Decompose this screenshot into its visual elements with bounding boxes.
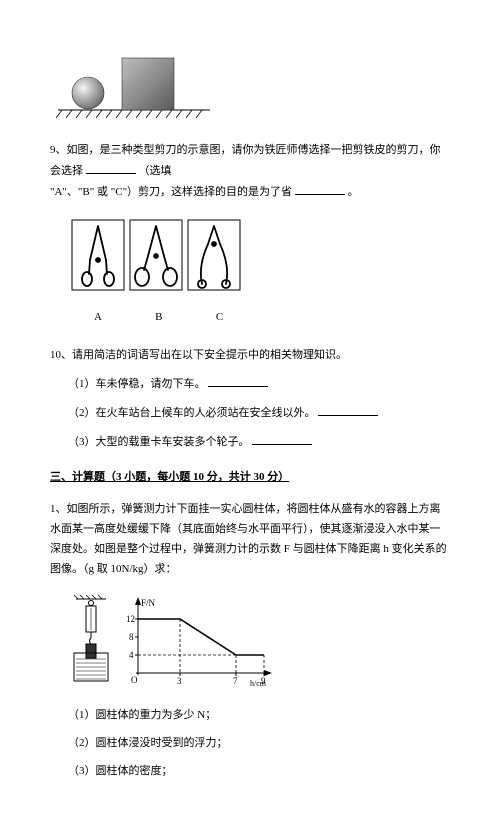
- ytick-8: 8: [129, 632, 134, 642]
- p1-text: 1、如图所示，弹簧测力计下面挂一实心圆柱体，将圆柱体从盛有水的容器上方离水面某一…: [50, 503, 447, 574]
- q10-blank-1: [208, 374, 268, 387]
- x-axis-label: h/cm: [250, 679, 267, 688]
- question-9: 9、如图，是三种类型剪刀的示意图，请你为铁匠师傅选择一把剪铁皮的剪刀，你会选择 …: [50, 141, 450, 202]
- p1-s3: （3）圆柱体的密度；: [68, 762, 450, 782]
- q9-blank-1: [86, 161, 136, 174]
- chart: F/N 12 8 4 O 3 7 9 h/cm: [126, 597, 272, 688]
- scissors-figure: A B C: [68, 216, 450, 328]
- origin-label: O: [131, 675, 138, 685]
- sphere-cube-svg: [50, 48, 220, 123]
- label-c: C: [194, 308, 246, 328]
- spring-apparatus: [74, 595, 108, 681]
- q10-s2: （2）在火车站台上候车的人必须站在安全线以外。: [68, 403, 450, 424]
- q10-s3: （3）大型的载重卡车安装多个轮子。: [68, 432, 450, 453]
- q9-text-b: （选填: [139, 165, 172, 177]
- sphere-cube-figure: [50, 48, 450, 123]
- spring-chart-svg: F/N 12 8 4 O 3 7 9 h/cm: [68, 593, 278, 688]
- xtick-3: 3: [177, 676, 182, 686]
- p1-s1: （1）圆柱体的重力为多少 N；: [68, 706, 450, 726]
- q10-text: 10、请用简洁的词语写出在以下安全提示中的相关物理知识。: [50, 349, 347, 361]
- problem-1: 1、如图所示，弹簧测力计下面挂一实心圆柱体，将圆柱体从盛有水的容器上方离水面某一…: [50, 500, 450, 579]
- question-10: 10、请用简洁的词语写出在以下安全提示中的相关物理知识。 （1）车未停稳，请勿下…: [50, 346, 450, 452]
- q10-s2-text: （2）在火车站台上候车的人必须站在安全线以外。: [68, 407, 316, 419]
- label-b: B: [133, 308, 185, 328]
- ytick-12: 12: [126, 614, 135, 624]
- q9-blank-2: [295, 182, 345, 195]
- scissors-labels: A B C: [68, 308, 450, 328]
- q10-blank-3: [252, 432, 312, 445]
- xtick-7: 7: [233, 676, 238, 686]
- scissors-svg: [68, 216, 248, 306]
- q9-text-d: 。: [348, 186, 359, 198]
- spring-chart-figure: F/N 12 8 4 O 3 7 9 h/cm: [68, 593, 450, 688]
- label-a: A: [72, 308, 124, 328]
- q9-text-c: "A"、"B" 或 "C"）剪刀，这样选择的目的是为了省: [50, 186, 292, 198]
- q10-s3-text: （3）大型的载重卡车安装多个轮子。: [68, 436, 250, 448]
- q10-s1-text: （1）车未停稳，请勿下车。: [68, 378, 206, 390]
- p1-s2: （2）圆柱体浸没时受到的浮力；: [68, 734, 450, 754]
- q10-s1: （1）车未停稳，请勿下车。: [68, 374, 450, 395]
- y-axis-label: F/N: [141, 598, 156, 608]
- ytick-4: 4: [129, 650, 134, 660]
- section-3-title: 三、计算题（3 小题，每小题 10 分，共计 30 分）: [50, 468, 450, 488]
- q10-blank-2: [318, 403, 378, 416]
